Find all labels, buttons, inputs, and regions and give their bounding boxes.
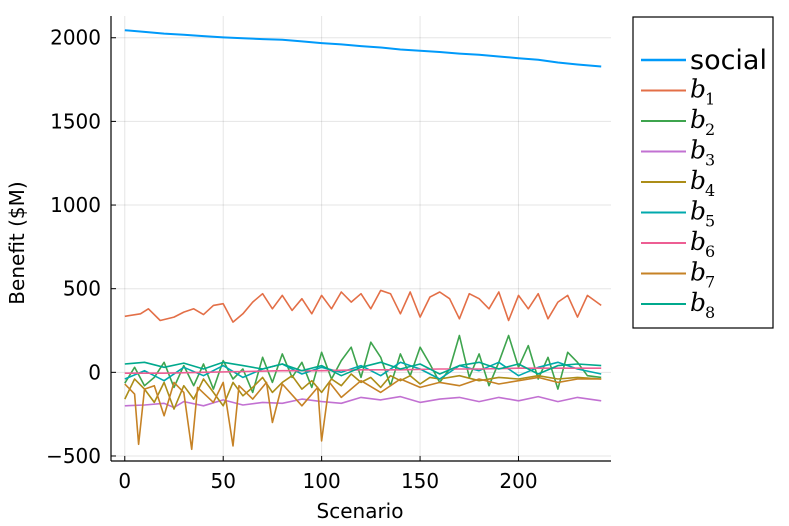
- y-tick-label-5: 2000: [50, 26, 101, 50]
- legend-label-b3: b: [690, 136, 706, 165]
- series-line-b4: [124, 373, 602, 410]
- legend-label-social: social: [690, 45, 767, 76]
- series-line-b8: [124, 361, 602, 377]
- x-tick-label-3: 150: [401, 469, 439, 493]
- series-line-social: [124, 29, 602, 68]
- legend-subscript-b4: 4: [705, 181, 715, 200]
- y-tick-label-3: 1000: [50, 193, 101, 217]
- axes: [110, 16, 611, 462]
- legend-box: [632, 16, 774, 329]
- series-lines: [124, 29, 602, 451]
- x-tick-label-2: 100: [303, 469, 341, 493]
- legend-label-b6: b: [690, 227, 706, 256]
- legend-label-b1: b: [690, 75, 706, 104]
- legend-subscript-b2: 2: [705, 120, 715, 139]
- legend-subscript-b5: 5: [705, 212, 715, 231]
- series-line-b2: [124, 334, 602, 394]
- y-tick-label-4: 1500: [50, 109, 101, 133]
- legend-subscript-b6: 6: [705, 242, 715, 261]
- series-line-b6: [124, 367, 602, 374]
- x-axis-label: Scenario: [317, 499, 404, 523]
- series-line-b1: [124, 289, 602, 323]
- legend-label-b5: b: [690, 197, 706, 226]
- series-line-b3: [124, 395, 602, 409]
- y-tick-label-0: −500: [46, 444, 101, 468]
- tick-labels: 0 50 100 150 200 −500 0 500 1000 1500 2000: [46, 26, 538, 493]
- legend-label-b2: b: [690, 105, 706, 134]
- legend-label-b8: b: [690, 288, 706, 317]
- y-axis-label: Benefit ($M): [5, 181, 29, 304]
- y-tick-label-1: 0: [88, 360, 101, 384]
- legend-subscript-b7: 7: [705, 273, 715, 292]
- legend-label-b7: b: [690, 258, 706, 287]
- x-tick-label-0: 0: [118, 469, 131, 493]
- x-tick-label-1: 50: [210, 469, 235, 493]
- y-tick-label-2: 500: [63, 277, 101, 301]
- legend-label-b4: b: [690, 166, 706, 195]
- series-line-b5: [124, 361, 602, 382]
- legend-subscript-b3: 3: [705, 151, 715, 170]
- legend-subscript-b1: 1: [705, 90, 715, 109]
- legend-subscript-b8: 8: [705, 303, 715, 322]
- grid: [111, 16, 611, 461]
- x-tick-label-4: 200: [499, 469, 537, 493]
- series-line-b7: [124, 376, 602, 451]
